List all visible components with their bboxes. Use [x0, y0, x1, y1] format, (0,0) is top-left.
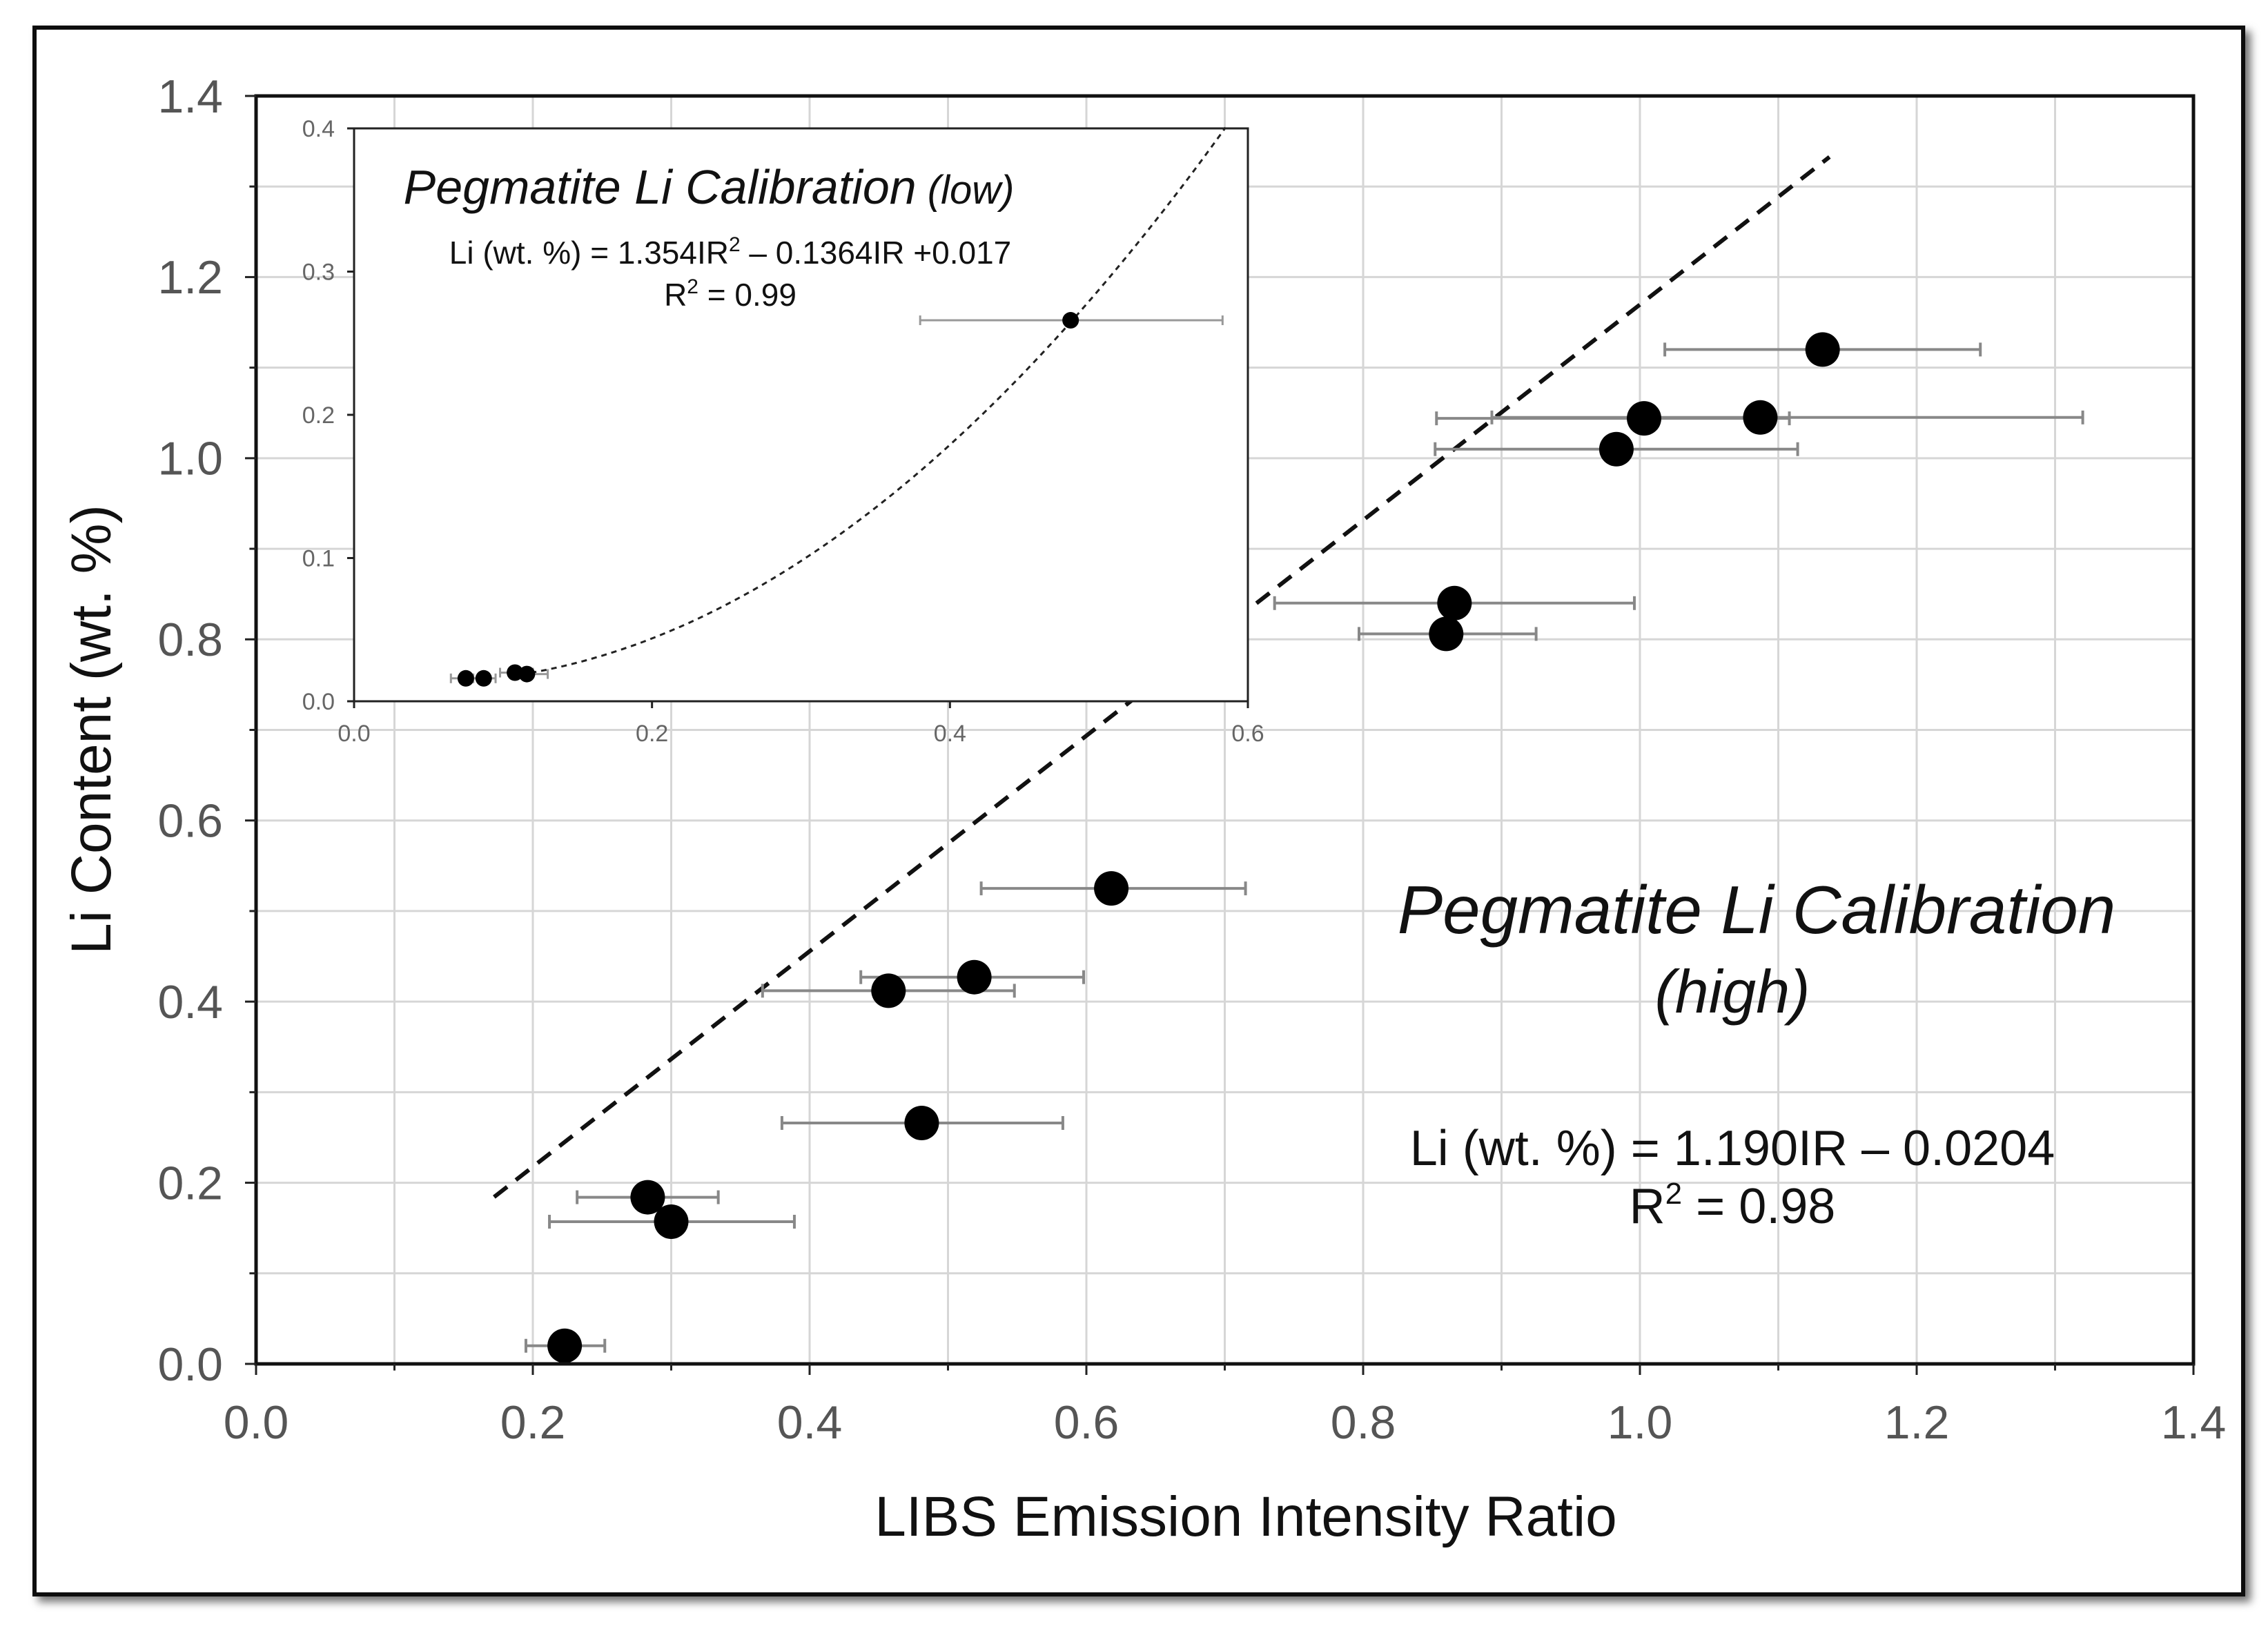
main-data-point	[1094, 871, 1129, 906]
inset-x-tick-label: 0.2	[636, 721, 668, 747]
inset-background	[354, 128, 1248, 701]
main-data-point	[1437, 585, 1472, 621]
main-y-tick-label: 0.0	[157, 1338, 223, 1391]
inset-y-tick-label: 0.4	[302, 116, 335, 142]
main-x-tick-label: 0.8	[1331, 1396, 1396, 1449]
inset-chart: 0.0 0.2 0.4 0.6 0.0 0.1 0.2 0.3 0.4 Pegmatite L…	[302, 116, 1264, 747]
main-y-tick-label: 1.2	[157, 251, 223, 304]
inset-x-tick-label: 0.4	[934, 721, 966, 747]
main-fit-equation: Li (wt. %) = 1.190IR – 0.0204	[1410, 1121, 2055, 1176]
inset-equation-prefix: Li (wt. %) = 1.354IR	[449, 235, 729, 271]
inset-fit-curve	[510, 126, 1226, 677]
main-chart-subtitle: (high)	[1655, 957, 1810, 1026]
main-data-point	[1805, 332, 1840, 367]
main-fit-line-group	[493, 155, 1831, 1199]
inset-fit-curve-group	[510, 126, 1226, 677]
inset-equation-exponent: 2	[729, 233, 741, 256]
main-y-tick-label: 1.0	[157, 433, 223, 485]
main-x-axis-label: LIBS Emission Intensity Ratio	[874, 1485, 1617, 1548]
inset-y-tick-label: 0.0	[302, 689, 335, 715]
main-data-point	[1429, 616, 1464, 652]
main-data-point	[630, 1180, 665, 1215]
inset-r-squared-value: = 0.99	[698, 277, 796, 313]
inset-x-tick-label: 0.6	[1231, 721, 1264, 747]
main-y-tick-label: 0.6	[157, 795, 223, 848]
inset-equation-suffix: – 0.1364IR +0.017	[741, 235, 1012, 271]
inset-title-main: Pegmatite Li Calibration	[404, 160, 917, 214]
main-x-tick-label: 1.0	[1607, 1396, 1673, 1449]
main-y-tick-label: 0.8	[157, 614, 223, 666]
main-r-squared: R2 = 0.98	[1630, 1177, 1836, 1234]
main-y-tick-label: 0.4	[157, 976, 223, 1028]
inset-chart-title: Pegmatite Li Calibration (low)	[404, 160, 1015, 214]
main-axis-ticks	[245, 95, 2195, 1375]
inset-r-squared: R2 = 0.99	[664, 275, 796, 313]
inset-y-tick-label: 0.3	[302, 259, 335, 285]
main-x-tick-label: 0.6	[1054, 1396, 1120, 1449]
inset-r-squared-exponent: 2	[687, 275, 698, 298]
inset-axis-ticks	[347, 127, 1249, 708]
inset-data-point	[475, 670, 492, 687]
main-data-point	[904, 1105, 939, 1140]
inset-r-squared-r: R	[664, 277, 687, 313]
main-data-points	[547, 332, 1840, 1363]
main-x-tick-label: 0.2	[500, 1396, 566, 1449]
main-data-point	[1743, 400, 1778, 435]
main-y-tick-labels: 0.0 0.2 0.4 0.6 0.8 1.0 1.2 1.4	[157, 70, 223, 1391]
inset-data-points	[457, 312, 1079, 687]
main-y-tick-label: 0.2	[157, 1157, 223, 1209]
main-data-point	[654, 1204, 689, 1239]
main-data-point	[1599, 431, 1634, 467]
inset-fit-equation: Li (wt. %) = 1.354IR2 – 0.1364IR +0.017	[449, 233, 1012, 271]
inset-data-point	[1062, 312, 1079, 329]
main-data-point	[871, 973, 906, 1008]
inset-y-tick-label: 0.2	[302, 402, 335, 429]
main-fit-line	[493, 155, 1831, 1199]
inset-x-tick-label: 0.0	[338, 721, 370, 747]
main-y-axis-label: Li Content (wt. %)	[60, 505, 123, 955]
inset-title-suffix: (low)	[917, 168, 1015, 213]
main-x-tick-label: 0.0	[224, 1396, 289, 1449]
inset-y-tick-labels: 0.0 0.1 0.2 0.3 0.4	[302, 116, 335, 715]
inset-data-point	[457, 670, 474, 687]
main-x-tick-label: 1.2	[1884, 1396, 1950, 1449]
main-r-squared-value: = 0.98	[1682, 1179, 1835, 1234]
main-r-squared-r: R	[1630, 1179, 1665, 1234]
main-data-point	[1627, 401, 1662, 436]
main-chart-title: Pegmatite Li Calibration	[1398, 872, 2115, 948]
main-y-tick-label: 1.4	[157, 70, 223, 123]
main-r-squared-exponent: 2	[1665, 1177, 1682, 1211]
main-data-point	[547, 1328, 583, 1363]
main-x-tick-label: 1.4	[2161, 1396, 2227, 1449]
inset-y-tick-label: 0.1	[302, 545, 335, 572]
main-x-tick-label: 0.4	[777, 1396, 843, 1449]
main-data-point	[957, 959, 992, 995]
inset-data-point	[518, 665, 536, 683]
inset-x-tick-labels: 0.0 0.2 0.4 0.6	[338, 721, 1264, 747]
main-x-tick-labels: 0.0 0.2 0.4 0.6 0.8 1.0 1.2 1.4	[224, 1396, 2227, 1449]
